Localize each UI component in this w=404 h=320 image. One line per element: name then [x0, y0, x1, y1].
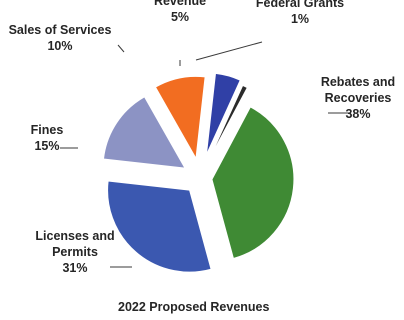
slice-value-5: 5%: [171, 10, 189, 24]
pie-slice-6: [208, 84, 249, 161]
slice-value-4: 10%: [47, 39, 72, 53]
slice-label-3: Fines 15%: [31, 123, 64, 153]
slice-label-4: Sales of Services 10%: [9, 23, 112, 53]
chart-title: 2022 Proposed Revenues: [118, 300, 270, 314]
pie-slice-4: [154, 75, 206, 160]
slice-label-5: GamingRevenue5%: [154, 0, 206, 24]
slice-name-2: Licenses and: [35, 229, 114, 243]
leader-line-6: [195, 41, 263, 61]
pie-slice-5: [205, 72, 241, 156]
pie-slices: [102, 72, 295, 273]
slice-name-1: Rebates and: [321, 75, 395, 89]
slice-name-3: Fines: [31, 123, 64, 137]
slice-label-2: Licenses and Permits 31%: [35, 229, 114, 275]
pie-slice-2: [107, 180, 212, 273]
leader-line-4: [117, 44, 125, 53]
slice-value-1: 38%: [345, 107, 370, 121]
slice-name-6: Federal Grants: [256, 0, 344, 10]
leader-lines: [60, 41, 351, 268]
slice-name-1: Recoveries: [325, 91, 392, 105]
slice-value-2: 31%: [62, 261, 87, 275]
slice-value-6: 1%: [291, 12, 309, 26]
slice-value-3: 15%: [34, 139, 59, 153]
slice-labels: Rebates and Recoveries 38% Licenses and Perm…: [9, 0, 396, 275]
pie-slice-1: [211, 106, 295, 260]
slice-name-4: Sales of Services: [9, 23, 112, 37]
slice-label-1: Rebates and Recoveries 38%: [321, 75, 395, 121]
slice-name-5: Revenue: [154, 0, 206, 8]
pie-slice-3: [102, 96, 186, 169]
slice-name-2: Permits: [52, 245, 98, 259]
